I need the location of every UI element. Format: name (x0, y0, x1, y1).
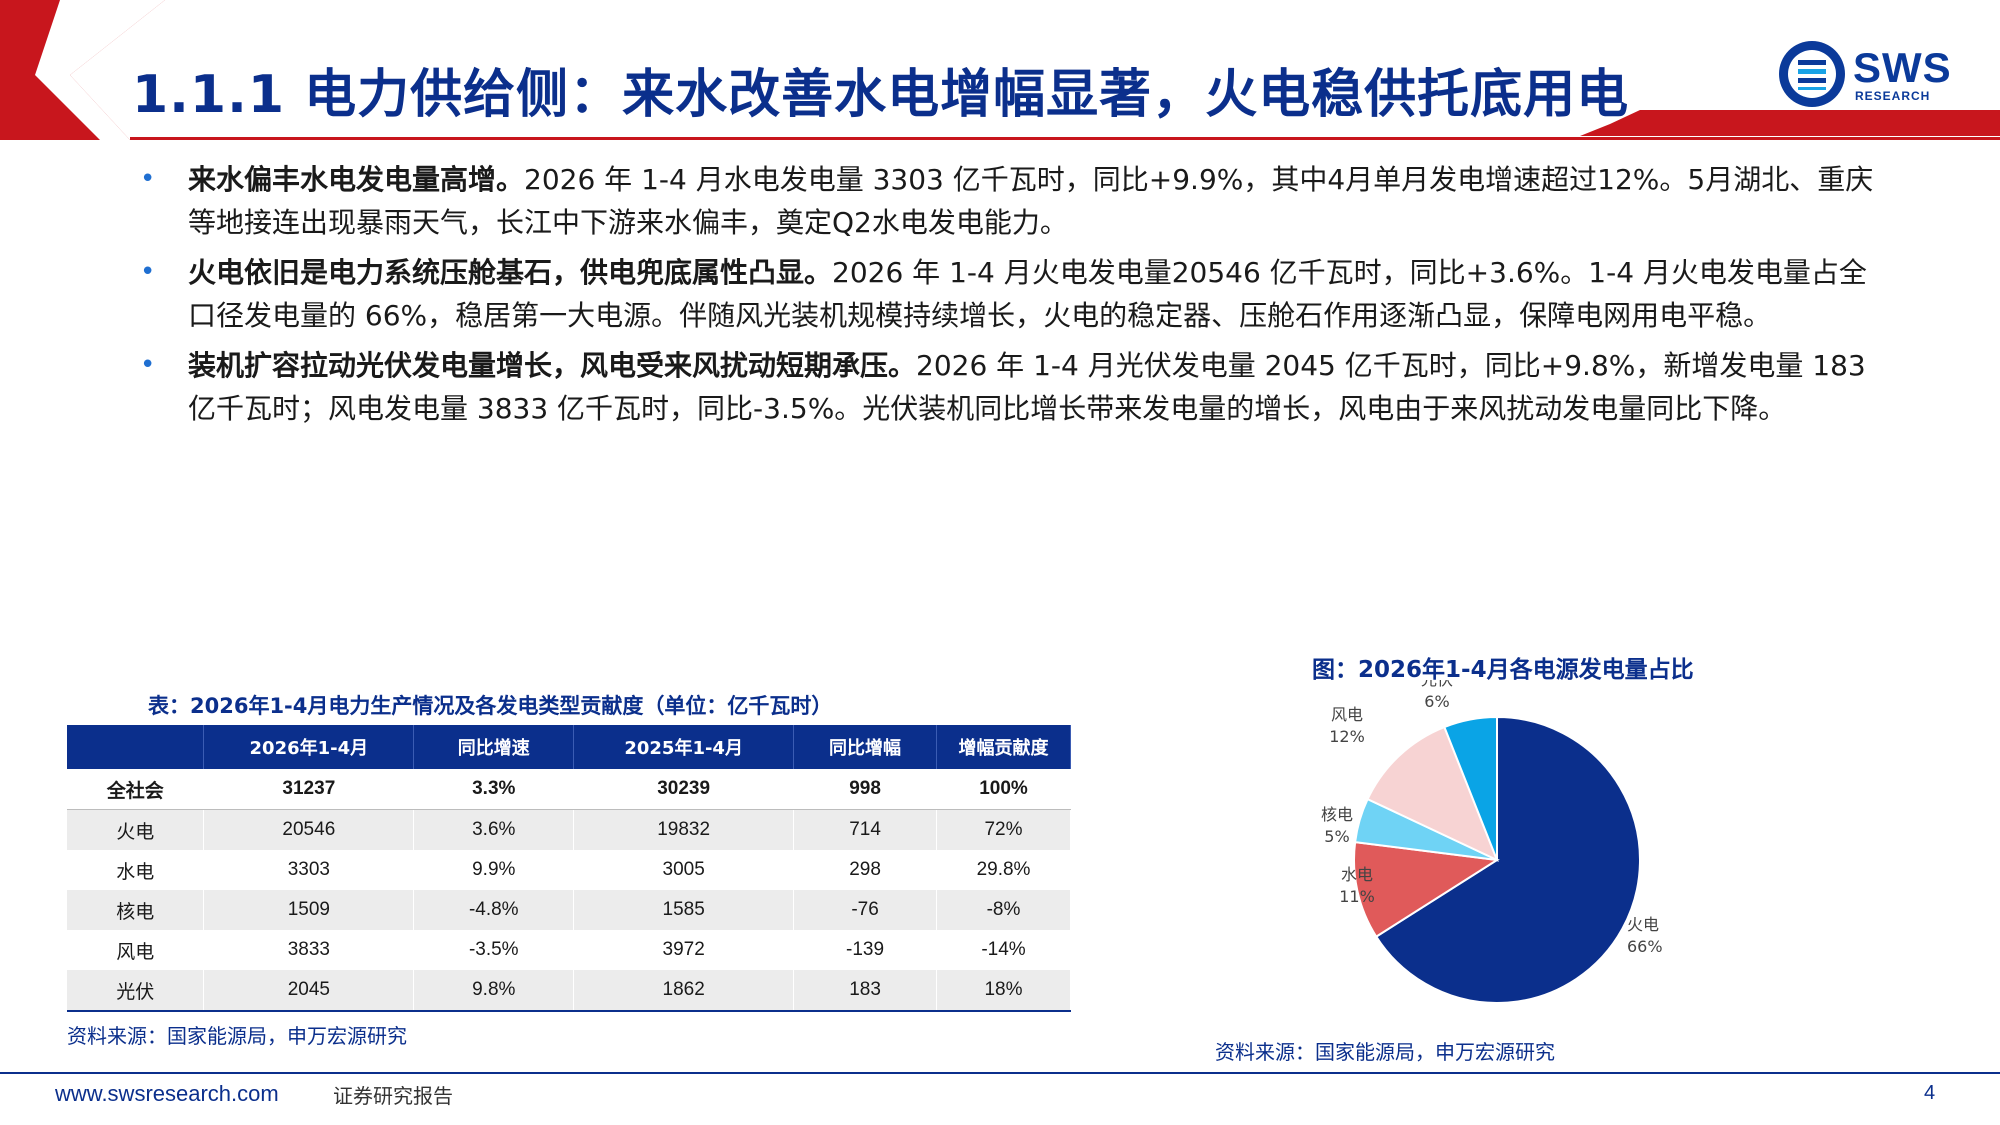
bullet-dot-icon: • (140, 350, 156, 380)
table-cell: -3.5% (413, 930, 575, 970)
pie-slice-3 (1366, 725, 1499, 862)
table-cell: 光伏 (67, 970, 205, 1012)
table-cell: 火电 (67, 809, 205, 850)
table-cell: 3833 (203, 930, 415, 970)
bullet-dot-icon: • (140, 164, 156, 194)
table-cell: 998 (793, 769, 938, 810)
table-cell: 714 (793, 809, 938, 850)
table-cell: 72% (936, 809, 1071, 850)
table-cell: 1862 (573, 970, 795, 1012)
table-row: 全社会 31237 3.3% 30239 998 100% (67, 769, 1071, 810)
table-cell: 9.8% (413, 970, 575, 1012)
bullet-item: • 装机扩容拉动光伏发电量增长，风电受来风扰动短期承压。2026 年 1-4 月光… (140, 344, 1875, 430)
page-number: 4 (1924, 1082, 1936, 1104)
table-cell: 100% (936, 769, 1071, 810)
pie-slice-4 (1443, 715, 1498, 861)
sws-logo-icon (1779, 41, 1845, 107)
pie-label-name: 核电 (1321, 805, 1353, 824)
table-cell: 全社会 (67, 769, 205, 810)
table-cell: 水电 (67, 850, 205, 890)
table-cell: 29.8% (936, 850, 1071, 890)
pie-label-name: 光伏 (1421, 680, 1453, 689)
table-header-row: 2026年1-4月 同比增速 2025年1-4月 同比增幅 增幅贡献度 (67, 725, 1071, 769)
power-production-table: 2026年1-4月 同比增速 2025年1-4月 同比增幅 增幅贡献度 全社会 … (67, 725, 1071, 1012)
table-row: 核电 1509 -4.8% 1585 -76 -8% (67, 890, 1071, 930)
table-cell: 3.3% (413, 769, 575, 810)
table-cell: 31237 (203, 769, 415, 810)
chart-source: 资料来源：国家能源局，申万宏源研究 (1215, 1040, 1555, 1064)
table-cell: 1509 (203, 890, 415, 930)
footer-url-link[interactable]: www.swsresearch.com (55, 1081, 279, 1106)
bullet-body: 2026 年 1-4 月光伏发电量 2045 亿千瓦时，同比+9.8%，新增发电… (188, 349, 1866, 425)
table-cell: 9.9% (413, 850, 575, 890)
pie-chart: 火电 66% 水电 11% 核电 5% 风电 12% 光伏 6% (1321, 680, 1663, 1004)
pie-label-value: 6% (1424, 692, 1449, 711)
table-cell: 风电 (67, 930, 205, 970)
table-row: 水电 3303 9.9% 3005 298 29.8% (67, 850, 1071, 890)
table-cell: -139 (793, 930, 938, 970)
pie-label-value: 12% (1329, 727, 1365, 746)
table-row: 火电 20546 3.6% 19832 714 72% (67, 809, 1071, 850)
table-cell: -14% (936, 930, 1071, 970)
table-header-cell: 2025年1-4月 (573, 725, 795, 769)
table-cell: -8% (936, 890, 1071, 930)
table-cell: 3972 (573, 930, 795, 970)
table-cell: 3005 (573, 850, 795, 890)
corner-decoration-left (0, 0, 165, 140)
logo-subtext: RESEARCH (1855, 89, 1931, 103)
bullet-lead: 来水偏丰水电发电量高增。 (188, 163, 525, 196)
table-cell: 3303 (203, 850, 415, 890)
table-cell: 19832 (573, 809, 795, 850)
table-title: 表：2026年1-4月电力生产情况及各发电类型贡献度（单位：亿千瓦时） (148, 694, 833, 718)
table-cell: 2045 (203, 970, 415, 1012)
table-cell: 1585 (573, 890, 795, 930)
table-header-cell: 增幅贡献度 (936, 725, 1071, 769)
table-cell: 20546 (203, 809, 415, 850)
table-cell: -76 (793, 890, 938, 930)
table-cell: 3.6% (413, 809, 575, 850)
bullet-list: • 来水偏丰水电发电量高增。2026 年 1-4 月水电发电量 3303 亿千瓦时… (140, 158, 1875, 437)
footer-rule (0, 1072, 2000, 1074)
table-cell: 183 (793, 970, 938, 1012)
pie-slice-1 (1353, 840, 1500, 939)
table-cell: 18% (936, 970, 1071, 1012)
table-cell: 30239 (573, 769, 795, 810)
bullet-item: • 来水偏丰水电发电量高增。2026 年 1-4 月水电发电量 3303 亿千瓦时… (140, 158, 1875, 244)
pie-label-value: 66% (1627, 937, 1663, 956)
pie-label-value: 5% (1324, 827, 1349, 846)
header-rule (130, 137, 2000, 140)
footer-category: 证券研究报告 (333, 1084, 453, 1108)
bullet-body: 2026 年 1-4 月水电发电量 3303 亿千瓦时，同比+9.9%，其中4月… (188, 163, 1874, 239)
table-cell: 298 (793, 850, 938, 890)
bullet-lead: 火电依旧是电力系统压舱基石，供电兜底属性凸显。 (188, 256, 833, 289)
table-header-cell (67, 725, 205, 769)
table-row: 光伏 2045 9.8% 1862 183 18% (67, 970, 1071, 1012)
table-cell: -4.8% (413, 890, 575, 930)
table-header-cell: 同比增速 (413, 725, 575, 769)
bullet-lead: 装机扩容拉动光伏发电量增长，风电受来风扰动短期承压。 (188, 349, 917, 382)
table-row: 风电 3833 -3.5% 3972 -139 -14% (67, 930, 1071, 970)
table-header-cell: 2026年1-4月 (203, 725, 415, 769)
bullet-dot-icon: • (140, 257, 156, 287)
pie-label-name: 水电 (1341, 865, 1373, 884)
pie-label-value: 11% (1339, 887, 1375, 906)
corner-decoration-right (1580, 110, 2000, 136)
bullet-body: 2026 年 1-4 月火电发电量20546 亿千瓦时，同比+3.6%。1-4 … (188, 256, 1867, 332)
chart-title: 图：2026年1-4月各电源发电量占比 (1312, 657, 1694, 683)
pie-label-name: 风电 (1331, 705, 1363, 724)
bullet-item: • 火电依旧是电力系统压舱基石，供电兜底属性凸显。2026 年 1-4 月火电发电… (140, 251, 1875, 337)
logo-text: SWS (1853, 44, 1952, 91)
pie-slice-0 (1374, 715, 1641, 1004)
table-source: 资料来源：国家能源局，申万宏源研究 (67, 1024, 407, 1048)
table-header-cell: 同比增幅 (793, 725, 938, 769)
table-cell: 核电 (67, 890, 205, 930)
pie-label-name: 火电 (1627, 915, 1659, 934)
page-title: 1.1.1 电力供给侧：来水改善水电增幅显著，火电稳供托底用电 (132, 65, 1630, 125)
